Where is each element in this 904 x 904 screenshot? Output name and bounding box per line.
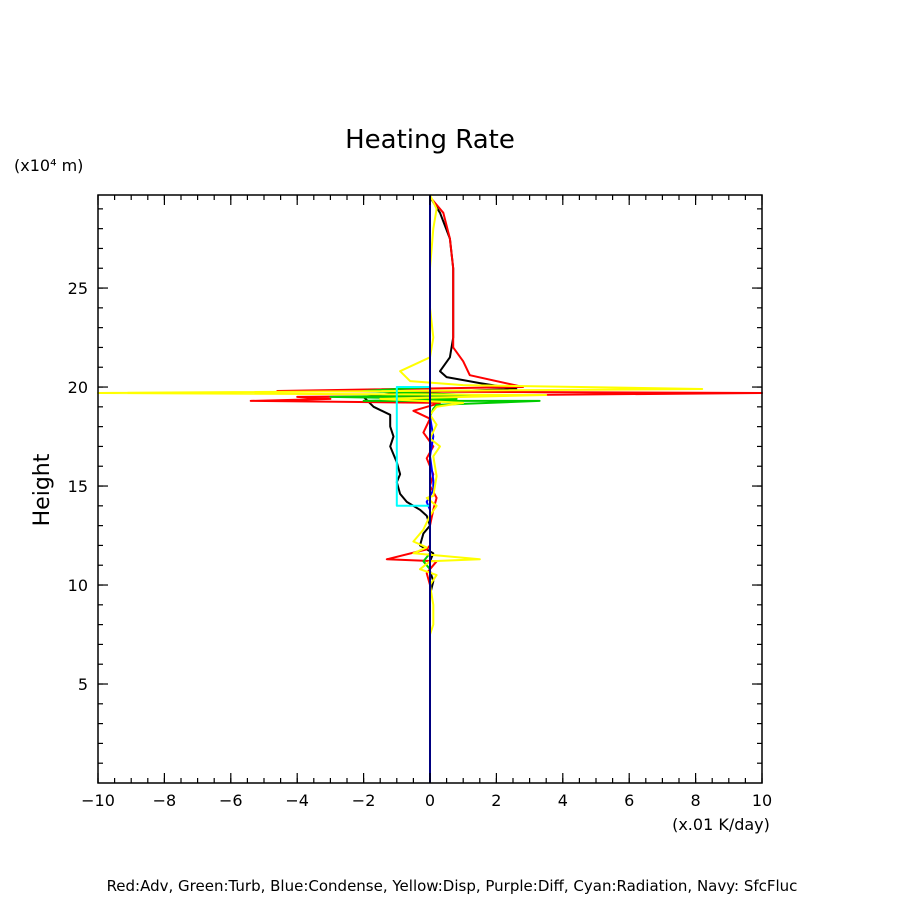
x-tick-label: 4 <box>558 791 568 810</box>
footer-legend: Red:Adv, Green:Turb, Blue:Condense, Yell… <box>107 877 798 895</box>
chart-title: Heating Rate <box>345 125 515 155</box>
ticks-layer: −10 −8 −6 −4 −2 0 2 4 6 8 10 5 10 15 20 25 <box>68 195 772 810</box>
series-line-2 <box>329 386 541 570</box>
series-line-4 <box>97 194 704 635</box>
y-axis-label: Height <box>30 453 55 526</box>
x-tick-label: 2 <box>491 791 501 810</box>
y-tick-label: 5 <box>78 675 88 694</box>
y-tick-label: 10 <box>68 576 88 595</box>
plot-frame <box>97 194 763 784</box>
y-tick-label: 25 <box>68 279 88 298</box>
y-tick-label: 15 <box>68 477 88 496</box>
y-tick-label: 20 <box>68 378 88 397</box>
x-tick-label: −8 <box>153 791 177 810</box>
x-unit-label: (x.01 K/day) <box>672 815 770 834</box>
series-line-5 <box>395 386 430 507</box>
series-line-3 <box>425 416 435 511</box>
x-tick-label: −6 <box>219 791 243 810</box>
x-tick-label: −4 <box>285 791 309 810</box>
y-unit-label: (x10⁴ m) <box>14 156 83 175</box>
series-layer <box>97 194 763 783</box>
x-tick-label: 0 <box>425 791 435 810</box>
x-tick-label: −10 <box>81 791 115 810</box>
x-tick-label: 10 <box>752 791 772 810</box>
x-tick-label: −2 <box>352 791 376 810</box>
x-tick-label: 6 <box>624 791 634 810</box>
x-tick-label: 8 <box>691 791 701 810</box>
